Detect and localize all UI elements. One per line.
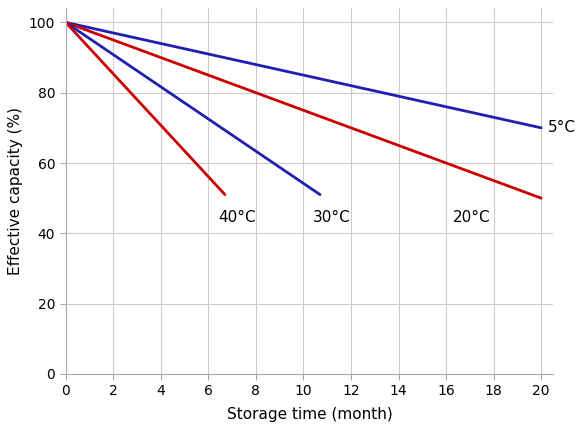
Text: 5°C: 5°C xyxy=(548,120,576,135)
Text: 40°C: 40°C xyxy=(218,210,256,225)
X-axis label: Storage time (month): Storage time (month) xyxy=(226,407,393,422)
Text: 20°C: 20°C xyxy=(453,210,491,225)
Text: 30°C: 30°C xyxy=(313,210,350,225)
Y-axis label: Effective capacity (%): Effective capacity (%) xyxy=(8,107,23,275)
